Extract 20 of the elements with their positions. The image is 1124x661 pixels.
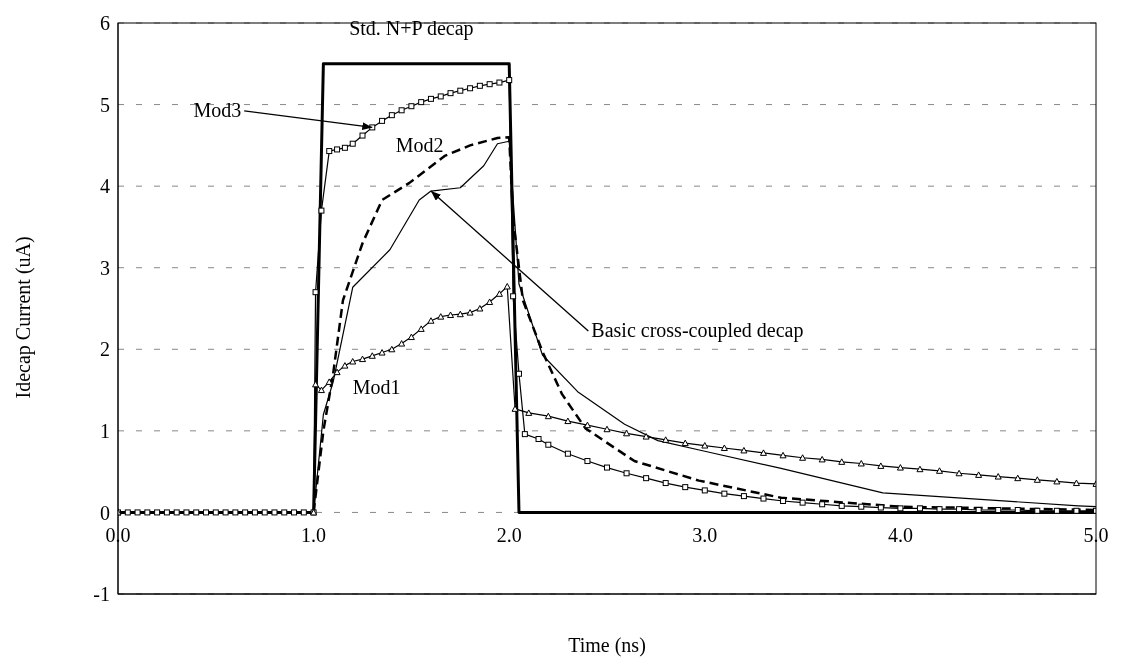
x-tick-label: 5.0 <box>1083 524 1109 547</box>
y-tick-label: 6 <box>100 12 110 35</box>
y-tick-label: 1 <box>100 419 110 442</box>
y-tick-label: 5 <box>100 93 110 116</box>
x-tick-label: 4.0 <box>887 524 913 547</box>
x-axis-title: Time (ns) <box>568 634 646 657</box>
text: Basic cross-coupled decap <box>591 319 804 343</box>
y-tick-label: 0 <box>100 501 110 524</box>
x-tick-label: 2.0 <box>496 524 522 547</box>
series-label: Mod1 <box>352 376 401 399</box>
y-tick-label: 3 <box>100 256 110 279</box>
y-axis-title: Idecap Current (uA) <box>12 236 36 399</box>
x-tick-label: 3.0 <box>692 524 718 547</box>
text: Mod3 <box>193 98 242 121</box>
x-tick-label: 1.0 <box>301 524 327 547</box>
y-tick-label: -1 <box>93 583 110 606</box>
y-tick-label: 4 <box>100 175 110 198</box>
series-label: Mod2 <box>395 133 444 156</box>
series-label: Std. N+P decap <box>349 17 474 41</box>
y-tick-label: 2 <box>100 338 110 361</box>
